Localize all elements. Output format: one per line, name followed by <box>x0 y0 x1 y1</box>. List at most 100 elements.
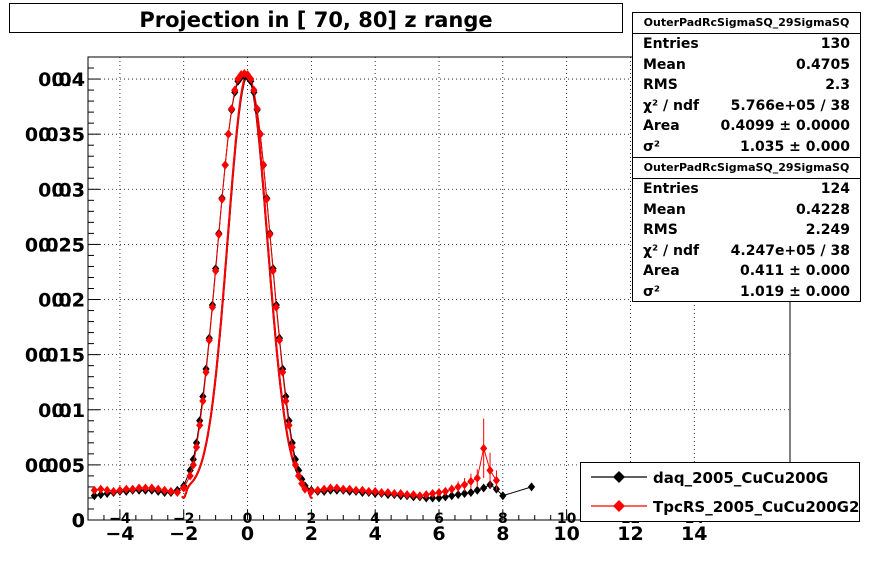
y-tick-labels: 000.0050.050.010.10.0150.150.020.20.0250… <box>25 69 85 532</box>
data-point <box>403 490 411 500</box>
data-point <box>467 476 475 486</box>
y-tick-label: 0.015 <box>25 345 85 367</box>
data-point <box>129 484 137 494</box>
data-point <box>279 367 287 377</box>
y-tick-label-overlay: 0.1 <box>51 400 85 422</box>
data-point <box>288 442 296 452</box>
data-point <box>247 74 255 84</box>
legend-label: daq_2005_CuCu200G <box>653 469 829 487</box>
data-point <box>435 487 443 497</box>
data-point <box>295 471 303 481</box>
stats-row-mean: Mean 0.4228 <box>643 201 850 218</box>
x-tick-label: 10 <box>553 523 579 545</box>
data-point <box>189 460 197 470</box>
data-point <box>454 490 462 500</box>
stats-box-header: OuterPadRcSigmaSQ_29SigmaSQ <box>633 13 860 34</box>
data-point <box>90 485 98 495</box>
data-point <box>454 482 462 492</box>
data-point <box>346 484 354 494</box>
x-tick-label-inner: 6 <box>434 511 444 527</box>
data-point <box>205 335 213 345</box>
data-point <box>135 483 143 493</box>
data-point <box>409 490 418 500</box>
data-point <box>259 160 268 170</box>
data-point <box>448 491 456 501</box>
data-point <box>272 302 280 312</box>
stats-row-sigma2: σ² 1.019 ± 0.000 <box>643 283 850 300</box>
data-point <box>199 396 207 406</box>
data-point <box>218 194 226 204</box>
data-point <box>301 484 309 494</box>
y-tick-label: 0.01 <box>38 400 85 422</box>
x-tick-label-inner: −2 <box>173 511 194 527</box>
data-point <box>97 484 105 494</box>
y-tick-label: 0.04 <box>38 69 85 91</box>
x-tick-label-inner: 2 <box>306 511 316 527</box>
stats-box-header: OuterPadRcSigmaSQ_29SigmaSQ <box>633 158 860 179</box>
data-point <box>291 460 300 470</box>
y-tick-label-overlay: 0.25 <box>38 234 85 256</box>
y-tick-label-overlay: 0.35 <box>38 124 85 146</box>
data-point <box>358 485 367 495</box>
data-point <box>527 482 536 492</box>
data-point <box>320 484 328 494</box>
data-point <box>307 486 315 496</box>
legend: daq_2005_CuCu200G TpcRS_2005_CuCu200G2 <box>580 462 860 522</box>
data-point <box>291 454 300 464</box>
stats-row-rms: RMS 2.3 <box>643 77 850 94</box>
data-point <box>109 486 118 496</box>
x-tick-label-inner: 10 <box>557 511 577 527</box>
data-point <box>473 485 481 495</box>
data-point <box>295 465 303 475</box>
x-tick-label-inner: 4 <box>370 511 380 527</box>
data-point <box>397 489 405 499</box>
data-point <box>352 485 360 495</box>
chart-title: Projection in [ 70, 80] z range <box>139 8 493 32</box>
x-tick-label: 4 <box>369 523 382 545</box>
data-point <box>215 229 223 239</box>
y-tick-label-overlay: 0 <box>72 510 85 532</box>
data-point <box>371 486 379 496</box>
y-tick-label-overlay: 0.3 <box>51 179 85 201</box>
x-tick-label: 8 <box>496 523 509 545</box>
data-point <box>167 486 175 496</box>
data-point <box>212 266 220 276</box>
data-point <box>266 229 274 239</box>
data-point <box>460 489 469 499</box>
data-point <box>480 483 488 493</box>
y-tick-label: 0.025 <box>25 234 85 256</box>
data-point <box>333 483 341 493</box>
data-point <box>448 484 456 494</box>
stats-row-entries: Entries 130 <box>643 36 850 52</box>
data-point <box>196 420 204 430</box>
x-tick-label-inner: 0 <box>243 511 253 527</box>
data-point <box>390 489 398 499</box>
data-point <box>480 443 488 453</box>
y-tick-label-overlay: 0.05 <box>38 455 85 477</box>
x-tick-label: 12 <box>617 523 643 545</box>
legend-label: TpcRS_2005_CuCu200G2 <box>653 498 860 516</box>
stats-row-area: Area 0.411 ± 0.000 <box>643 263 850 280</box>
data-point <box>148 483 156 493</box>
y-tick-label-overlay: 0.2 <box>51 290 85 312</box>
stats-row-rms: RMS 2.249 <box>643 222 850 239</box>
data-point <box>499 491 507 501</box>
x-tick-label-inner: 8 <box>498 511 508 527</box>
legend-marker-black <box>591 471 647 483</box>
data-point <box>90 491 98 501</box>
stats-row-chi2: χ² / ndf 4.247e+05 / 38 <box>643 242 850 259</box>
title-box: Projection in [ 70, 80] z range <box>9 3 623 33</box>
x-tick-label: 14 <box>681 523 707 545</box>
x-tick-label-inner: −4 <box>109 511 131 527</box>
y-tick-label: 0.03 <box>38 179 85 201</box>
axis-ticks <box>87 67 791 521</box>
data-point <box>269 266 277 276</box>
data-series <box>90 69 536 503</box>
legend-marker-red <box>591 500 647 512</box>
data-point <box>263 194 271 204</box>
data-point <box>298 479 306 489</box>
data-point <box>186 471 194 481</box>
data-point <box>141 483 150 493</box>
data-point <box>365 486 373 496</box>
x-tick-labels: −4−4−2−20022446688101012121414 <box>105 511 707 545</box>
